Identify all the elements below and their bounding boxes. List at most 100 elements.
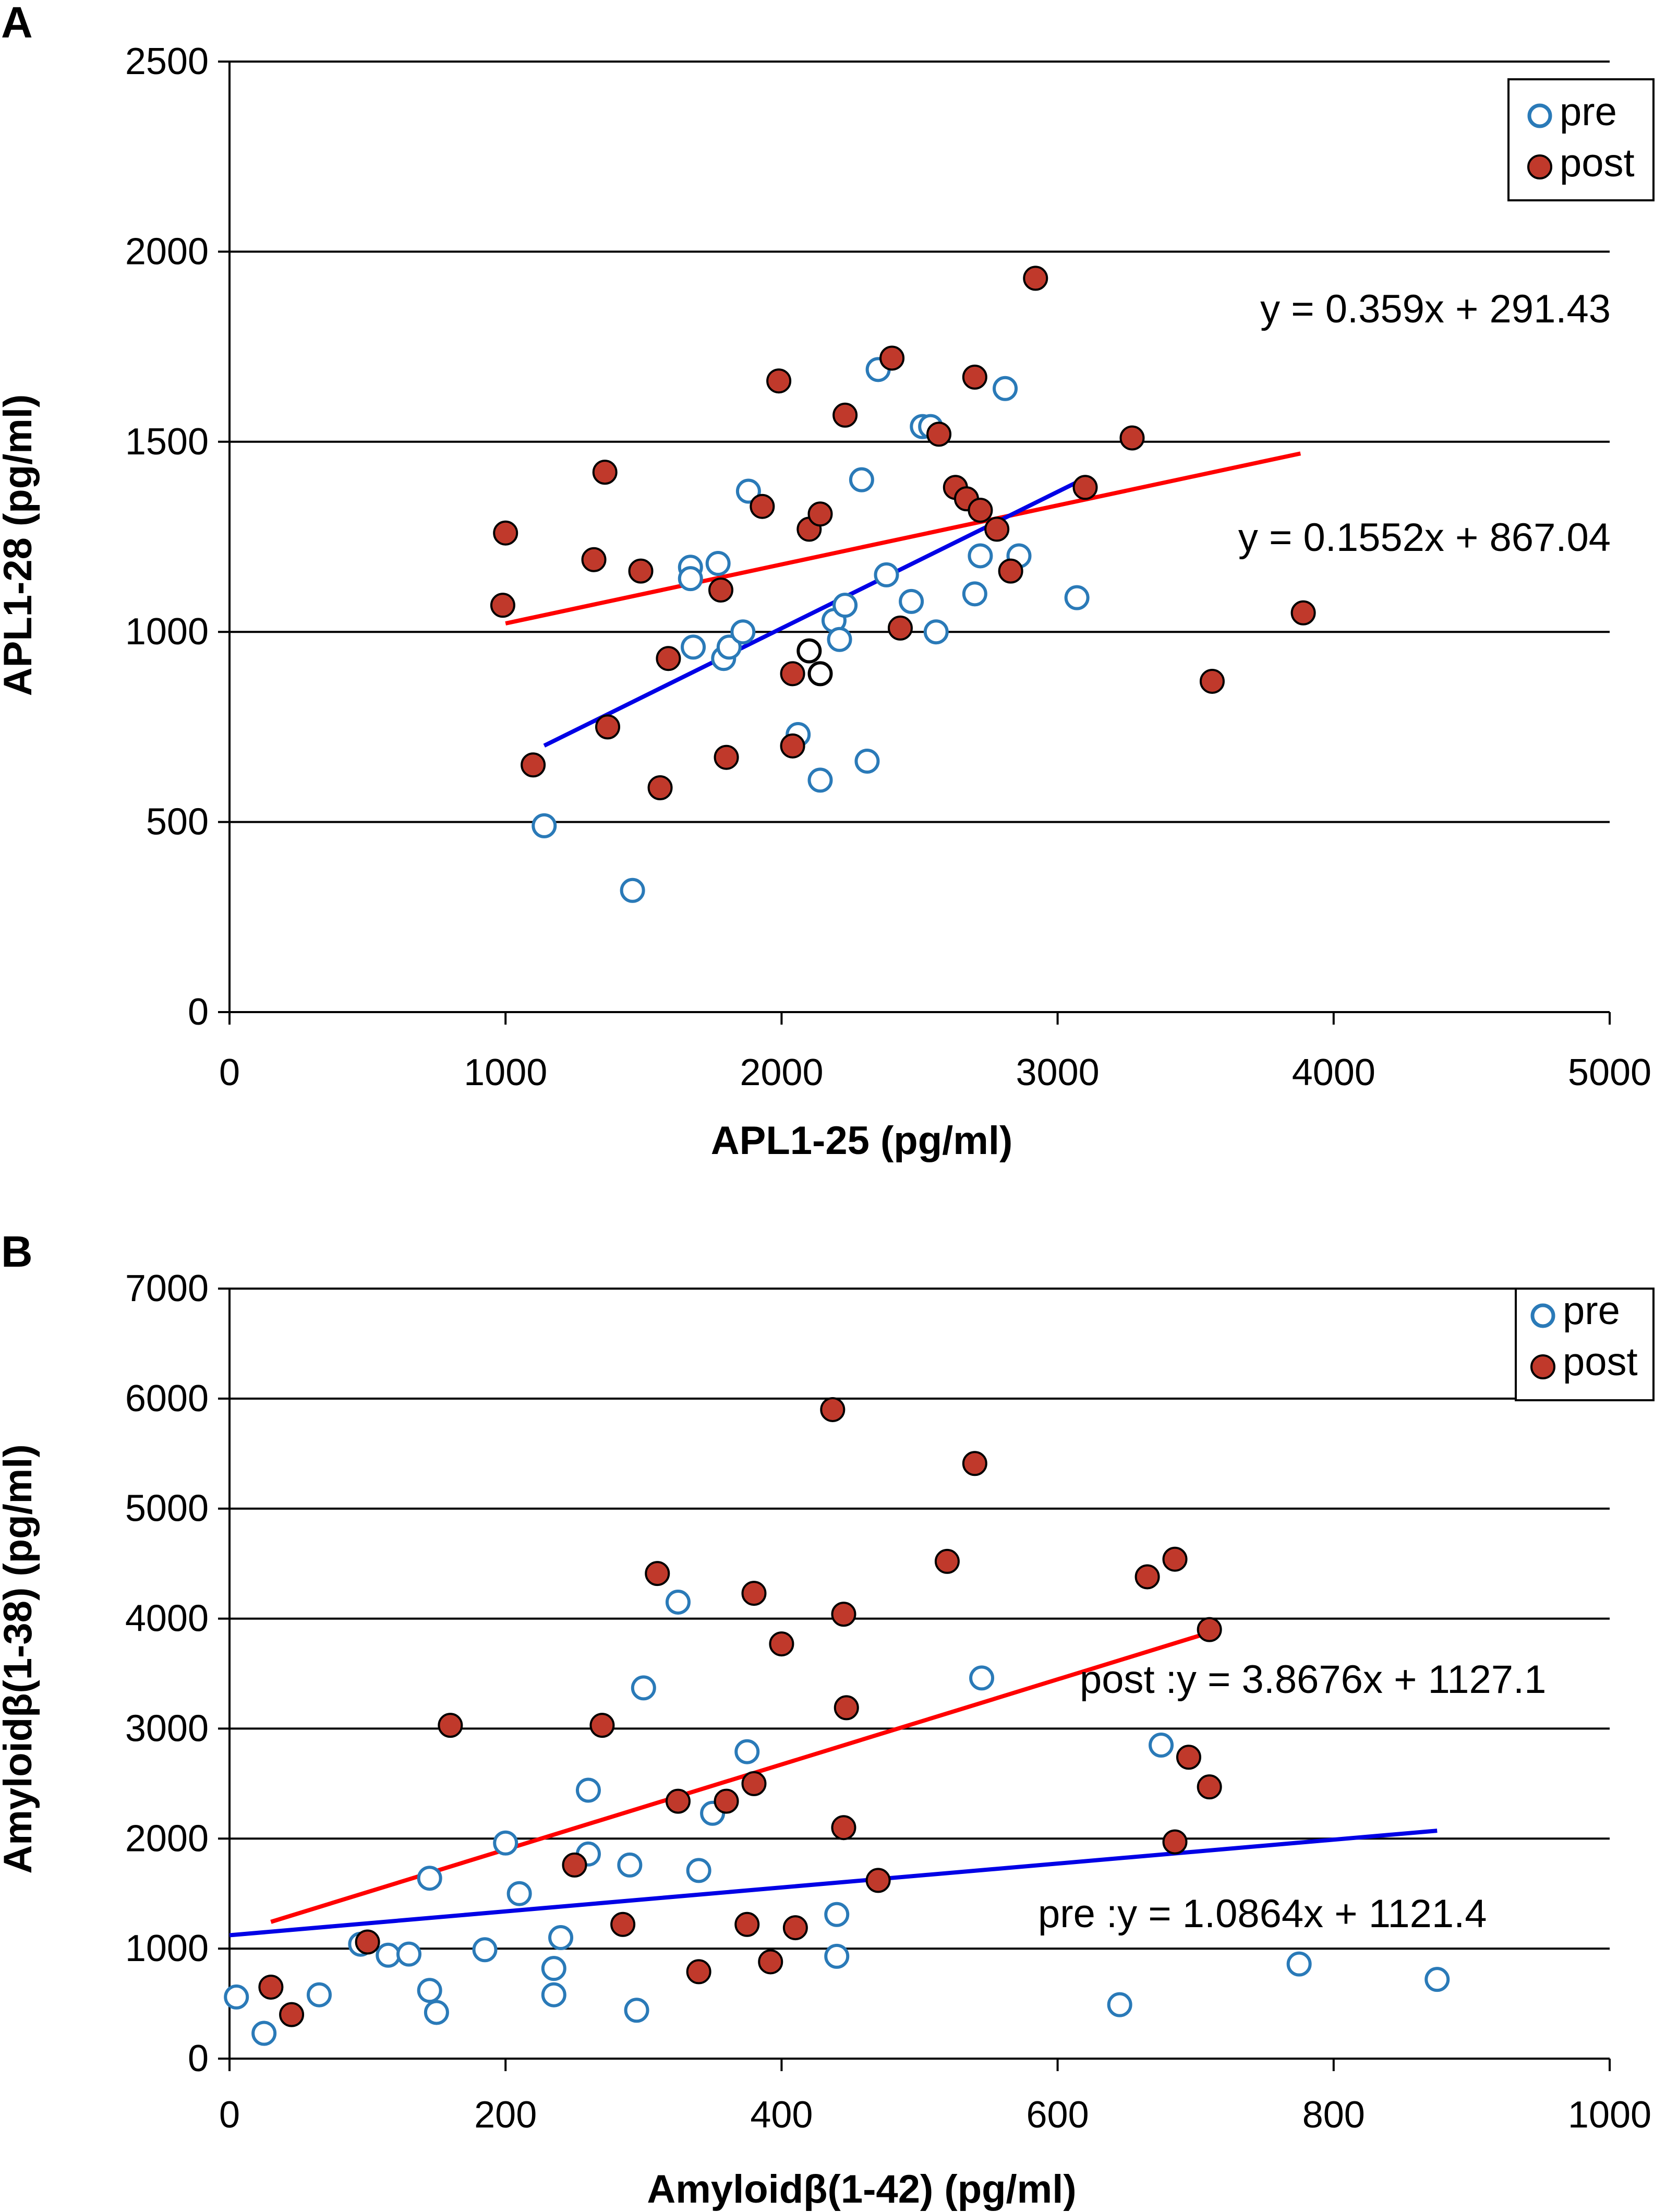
panel-a-point-post [592,460,618,485]
panel-b-point-post [438,1713,463,1738]
panel-b-point-pre [631,1675,656,1701]
panel-a-x-tick-label: 4000 [1292,1052,1375,1093]
panel-a-point-post [1290,600,1316,626]
panel-a-legend: pre post [1507,78,1655,201]
panel-b-tick-labels: 0 1000 2000 3000 4000 5000 6000 7000 0 200 400 600 8… [125,1268,1651,2136]
panel-b-point-pre [1424,1967,1450,1992]
panel-b-point-post [686,1959,711,1985]
panel-b-point-pre [824,1902,850,1927]
panel-b-point-post [782,1915,808,1941]
panel-b-y-tick-label: 6000 [125,1378,209,1420]
panel-b-point-pre [306,1982,332,2007]
panel-b-x-tick-label: 800 [1302,2094,1365,2136]
panel-a-post-equation: y = 0.1552x + 867.04 [1238,515,1611,560]
panel-b-y-axis-title: Amyloidβ(1-38) (pg/ml) [0,1444,40,1873]
panel-b-point-post [741,1771,767,1796]
panel-a-point-pre [1064,585,1090,610]
panel-b-x-tick-label: 1000 [1568,2094,1651,2136]
panel-b-point-post [831,1815,856,1841]
panel-b-trendline-pre [229,1829,1438,1938]
panel-b-point-pre [734,1739,760,1764]
panel-a-axes [228,62,1611,1025]
panel-a-y-tick-label: 1000 [125,611,209,653]
panel-a-point-pre [678,566,703,592]
panel-b-point-pre [424,2000,449,2025]
panel-a-legend-post-label: post [1560,141,1635,185]
panel-a-point-post [962,364,987,390]
panel-a-label: A [1,0,33,47]
panel-b-y-tick-label: 3000 [125,1708,209,1749]
panel-b-point-post [1197,1774,1222,1800]
panel-a-point-post [832,402,858,428]
panel-a-point-pre [807,767,833,793]
panel-a-legend-pre-marker [1527,103,1552,128]
panel-a-point-post [714,744,739,770]
panel-a-point-unlabeled [807,661,833,687]
panel-a-point-post [521,752,546,778]
panel-a-point-pre [832,593,858,618]
panel-b-point-pre [548,1925,574,1951]
panel-a-y-axis-title: APL1-28 (pg/ml) [0,394,40,696]
panel-b-point-post [865,1868,891,1893]
panel-a-point-pre [827,627,852,652]
panel-a-x-axis-title: APL1-25 (pg/ml) [711,1119,1013,1163]
panel-a-point-post [887,615,913,641]
panel-b-point-post [665,1788,691,1814]
panel-b-point-pre [472,1937,498,1963]
panel-b-point-post [279,2002,305,2027]
panel-a-point-pre [681,634,706,660]
panel-b-point-pre [224,1984,249,2010]
panel-b-point-pre [417,1978,442,2003]
panel-b-legend-post-label: post [1563,1340,1638,1384]
panel-b-point-post [834,1695,859,1721]
panel-a-point-post [628,558,654,584]
panel-a-point-pre [923,619,949,645]
panel-b-point-post [1176,1745,1201,1770]
panel-b-point-post [1197,1617,1222,1642]
panel-a-legend-post-marker [1527,154,1552,179]
panel-b-point-post [741,1581,767,1606]
panel-b-point-post [769,1631,794,1657]
panel-a-point-pre [993,376,1018,401]
panel-a-point-post [879,345,905,371]
panel-b-point-post [1162,1829,1188,1855]
panel-b-point-post [589,1713,615,1738]
panel-a-point-post [647,775,673,801]
panel-b-point-post [645,1561,670,1586]
panel-b-legend-post-marker [1530,1354,1555,1379]
panel-b-axes [228,1289,1611,2071]
panel-b-point-pre [686,1858,711,1883]
panel-a-point-pre [962,581,987,607]
panel-a-legend-box [1507,78,1655,201]
panel-b-point-pre [396,1941,421,1967]
panel-b-legend-pre-marker [1530,1303,1555,1328]
panel-a-x-tick-label: 1000 [464,1052,547,1093]
panel-b-point-pre [665,1589,691,1615]
panel-a-point-unlabeled [796,638,822,664]
panel-a-point-post [780,733,805,759]
panel-b-point-pre [251,2021,277,2046]
panel-b-point-pre [575,1777,601,1803]
panel-a-point-post [750,494,775,519]
panel-b-point-pre [1286,1951,1312,1977]
panel-b-point-pre [493,1830,518,1856]
panel-a-x-tick-label: 2000 [740,1052,823,1093]
panel-b-point-post [734,1912,760,1937]
panel-a-y-tick-label: 1500 [125,421,209,463]
panel-b-point-pre [1149,1733,1174,1758]
panel-a-point-post [1023,266,1048,291]
panel-b-point-pre [624,1998,649,2023]
panel-a-point-post [1119,425,1145,451]
panel-b-y-tick-label: 1000 [125,1928,209,1969]
panel-b-legend-pre-label: pre [1563,1289,1620,1333]
panel-a-trendline-post [505,451,1301,626]
panel-a-x-tick-label: 5000 [1568,1052,1651,1093]
panel-a-point-post [656,646,681,671]
panel-a-point-pre [735,478,761,504]
panel-b-point-post [355,1929,380,1955]
panel-a-point-pre [716,634,742,660]
panel-b-point-pre [506,1881,532,1906]
panel-b-point-pre [1107,1992,1132,2017]
panel-a-tick-labels: 0 500 1000 1500 2000 2500 0 1000 2000 3000 4000 500… [125,41,1651,1093]
